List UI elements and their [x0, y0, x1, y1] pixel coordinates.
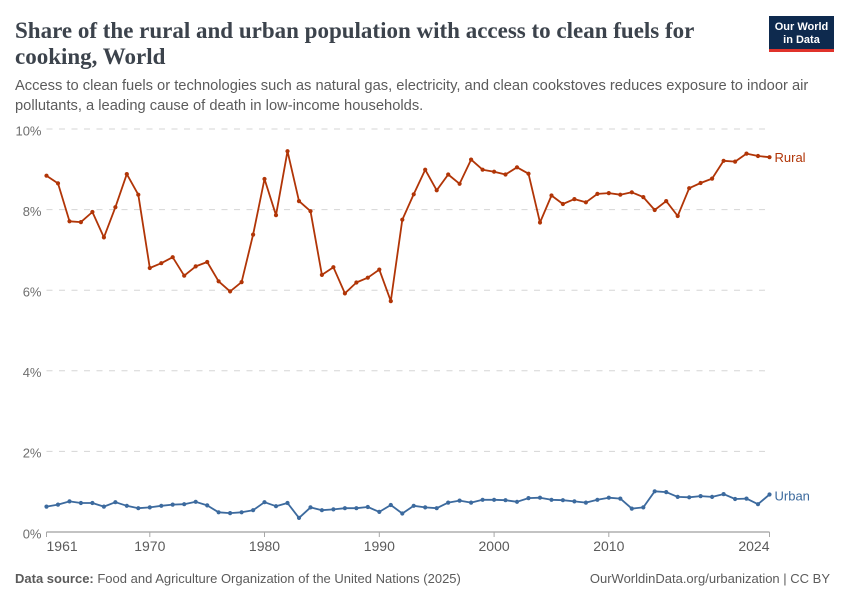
svg-text:0%: 0%	[23, 526, 42, 541]
svg-text:10%: 10%	[15, 123, 41, 138]
svg-text:1980: 1980	[249, 538, 280, 554]
svg-text:Urban: Urban	[775, 489, 810, 504]
svg-text:6%: 6%	[23, 285, 42, 300]
svg-text:2010: 2010	[593, 538, 624, 554]
svg-text:1990: 1990	[364, 538, 395, 554]
svg-text:2%: 2%	[23, 446, 42, 461]
svg-text:2024: 2024	[738, 538, 769, 554]
svg-text:4%: 4%	[23, 365, 42, 380]
svg-text:1961: 1961	[47, 538, 78, 554]
svg-text:8%: 8%	[23, 204, 42, 219]
svg-text:2000: 2000	[479, 538, 510, 554]
svg-text:Rural: Rural	[775, 150, 806, 165]
svg-text:1970: 1970	[134, 538, 165, 554]
